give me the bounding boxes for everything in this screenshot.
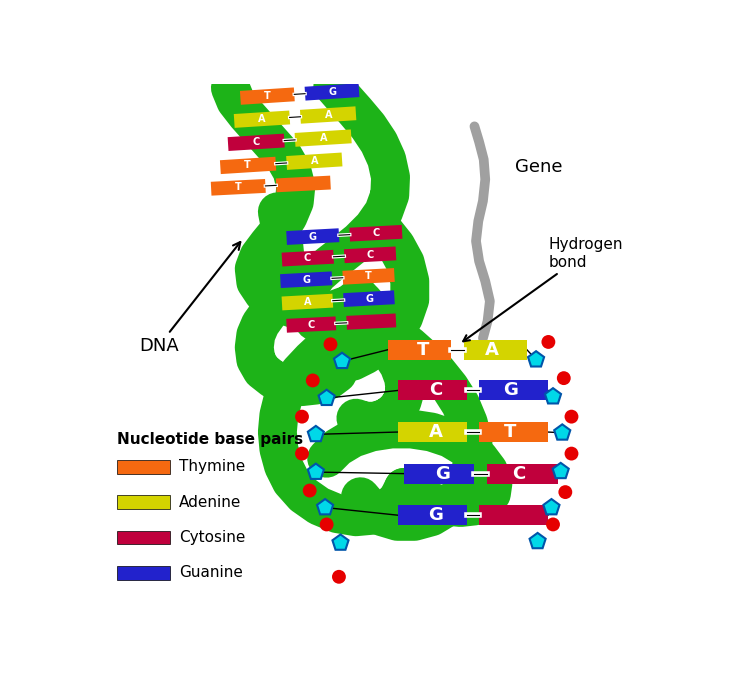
Polygon shape	[317, 499, 333, 514]
Polygon shape	[350, 225, 403, 242]
Circle shape	[332, 570, 346, 584]
Polygon shape	[479, 505, 548, 525]
Polygon shape	[281, 250, 334, 267]
Text: Gene: Gene	[515, 158, 562, 176]
Polygon shape	[554, 424, 570, 440]
Text: G: G	[328, 87, 336, 97]
Text: Adenine: Adenine	[178, 495, 242, 510]
Text: Hydrogen
bond: Hydrogen bond	[464, 237, 623, 342]
Text: T: T	[365, 272, 372, 281]
Text: C: C	[373, 228, 380, 238]
FancyBboxPatch shape	[117, 495, 170, 509]
Polygon shape	[545, 388, 561, 403]
Polygon shape	[479, 422, 548, 442]
Text: DNA: DNA	[139, 242, 240, 355]
Text: A: A	[325, 110, 332, 120]
Polygon shape	[295, 130, 352, 147]
Polygon shape	[304, 83, 359, 101]
Polygon shape	[398, 422, 466, 442]
Text: A: A	[311, 156, 319, 166]
Circle shape	[556, 371, 571, 385]
Circle shape	[546, 517, 560, 531]
Text: G: G	[503, 382, 518, 400]
FancyBboxPatch shape	[117, 531, 170, 545]
Polygon shape	[404, 463, 475, 484]
Polygon shape	[319, 390, 334, 405]
Circle shape	[559, 485, 572, 499]
Polygon shape	[280, 272, 332, 288]
Polygon shape	[553, 463, 568, 478]
Circle shape	[295, 410, 309, 424]
Text: A: A	[320, 133, 327, 143]
Polygon shape	[276, 176, 331, 192]
Polygon shape	[220, 157, 276, 174]
Text: T: T	[264, 91, 271, 101]
Polygon shape	[530, 533, 546, 548]
Text: G: G	[308, 232, 316, 242]
Text: G: G	[435, 465, 449, 482]
Text: C: C	[429, 382, 442, 400]
Polygon shape	[344, 290, 394, 307]
Circle shape	[542, 335, 555, 349]
Text: G: G	[428, 506, 442, 524]
Polygon shape	[228, 134, 285, 151]
Text: T: T	[504, 423, 517, 441]
Text: C: C	[304, 253, 311, 263]
Polygon shape	[308, 463, 324, 479]
Text: T: T	[244, 160, 251, 170]
Circle shape	[295, 447, 309, 461]
Circle shape	[303, 484, 316, 498]
Text: A: A	[258, 114, 266, 124]
Polygon shape	[286, 228, 339, 245]
Text: Guanine: Guanine	[178, 566, 243, 580]
Polygon shape	[344, 246, 396, 263]
Polygon shape	[346, 314, 396, 330]
Circle shape	[306, 374, 320, 387]
Polygon shape	[398, 505, 466, 525]
Circle shape	[565, 410, 578, 424]
Polygon shape	[528, 351, 544, 367]
Text: T: T	[417, 341, 429, 358]
Text: C: C	[512, 465, 526, 482]
Text: A: A	[428, 423, 442, 441]
Polygon shape	[281, 294, 333, 310]
Text: G: G	[302, 274, 310, 285]
Circle shape	[320, 517, 334, 531]
Text: C: C	[252, 137, 260, 147]
Polygon shape	[479, 381, 548, 400]
Polygon shape	[286, 153, 343, 170]
Text: A: A	[304, 297, 311, 307]
Text: T: T	[235, 182, 242, 192]
Polygon shape	[211, 179, 266, 195]
Text: A: A	[485, 341, 499, 358]
Polygon shape	[332, 535, 349, 550]
Text: C: C	[308, 320, 315, 330]
Polygon shape	[286, 316, 336, 332]
Polygon shape	[398, 381, 466, 400]
Polygon shape	[234, 111, 290, 128]
Polygon shape	[240, 88, 295, 105]
FancyBboxPatch shape	[117, 566, 170, 580]
Text: Cytosine: Cytosine	[178, 530, 245, 545]
Text: G: G	[365, 294, 373, 304]
Text: Thymine: Thymine	[178, 459, 245, 474]
Polygon shape	[464, 340, 526, 360]
FancyBboxPatch shape	[117, 460, 170, 474]
Polygon shape	[343, 268, 394, 285]
Text: Nucleotide base pairs: Nucleotide base pairs	[117, 433, 303, 447]
Polygon shape	[544, 499, 560, 514]
Circle shape	[323, 337, 338, 351]
Text: C: C	[367, 250, 374, 260]
Circle shape	[565, 447, 578, 461]
Polygon shape	[334, 353, 350, 368]
Polygon shape	[308, 426, 324, 441]
Polygon shape	[388, 340, 452, 360]
Polygon shape	[487, 463, 557, 484]
Polygon shape	[300, 106, 356, 124]
